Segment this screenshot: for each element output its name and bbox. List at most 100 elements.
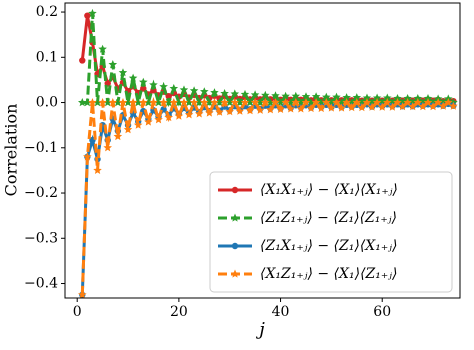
marker [332,92,341,101]
marker [200,87,209,96]
marker [230,269,240,278]
marker [301,98,311,107]
marker [388,102,397,111]
marker [78,98,87,107]
marker [261,98,270,107]
marker [215,107,224,116]
marker [220,89,229,98]
marker [342,93,351,102]
marker [78,290,87,299]
x-tick-label: 40 [272,304,290,320]
marker [215,98,224,107]
marker [367,102,377,111]
marker [149,80,158,89]
marker [159,82,168,91]
marker [408,102,417,111]
marker [423,98,433,107]
marker [123,98,133,107]
marker [327,103,336,112]
marker [113,98,123,107]
marker [372,98,382,107]
marker [231,242,239,250]
marker [393,98,402,107]
y-axis-label: Correlation [2,104,21,197]
marker [266,105,275,114]
legend-label: ⟨Z₁Z₁₊ⱼ⟩ − ⟨Z₁⟩⟨Z₁₊ⱼ⟩ [260,210,397,226]
marker [164,98,173,107]
marker [347,103,356,112]
marker [103,98,112,107]
marker [235,106,245,115]
marker [240,89,250,98]
marker [165,93,172,100]
marker [449,101,458,110]
x-tick-label: 20 [170,304,188,320]
marker [342,98,351,107]
marker [230,89,240,98]
marker [184,98,194,107]
marker [261,90,270,99]
marker [139,77,148,86]
marker [383,93,392,102]
marker [133,98,143,107]
marker [194,98,204,107]
marker [164,113,173,122]
marker [418,102,428,111]
marker [189,86,199,95]
marker [255,105,265,114]
marker [133,120,143,129]
marker [159,98,168,107]
marker [108,60,118,69]
marker [398,102,407,111]
marker [276,104,285,113]
marker [403,94,412,103]
marker [200,98,209,107]
legend-label: ⟨Z₁X₁₊ⱼ⟩ − ⟨Z₁⟩⟨X₁₊ⱼ⟩ [260,238,397,254]
marker [311,92,321,101]
y-tick-label: 0.0 [36,95,58,111]
x-tick-label: 0 [73,304,82,320]
marker [281,98,290,107]
marker [118,98,128,107]
marker [337,103,346,112]
x-tick-label: 60 [373,304,391,320]
marker [255,98,265,107]
legend-label: ⟨X₁X₁₊ⱼ⟩ − ⟨X₁⟩⟨X₁₊ⱼ⟩ [260,182,398,198]
marker [149,98,158,107]
x-axis-label: j [255,319,265,340]
plot-frame [64,2,461,299]
marker [235,98,245,107]
marker [205,108,214,117]
marker [174,98,184,107]
marker [98,98,107,107]
marker [83,98,92,107]
marker [154,98,163,107]
marker [84,12,91,19]
marker [291,91,301,100]
marker [231,186,239,194]
marker [230,213,240,222]
marker [118,68,128,77]
marker [413,98,423,107]
marker [93,165,102,174]
marker [88,98,97,107]
legend: ⟨X₁X₁₊ⱼ⟩ − ⟨X₁⟩⟨X₁₊ⱼ⟩ ⟨Z₁Z₁₊ⱼ⟩ − ⟨Z₁⟩⟨Z₁₊… [209,171,453,293]
marker [225,98,234,107]
marker [113,132,123,141]
marker [210,98,219,107]
marker [332,98,341,107]
marker [194,109,204,118]
marker [322,92,331,101]
marker [250,98,260,107]
marker [144,98,153,107]
marker [291,98,301,107]
y-tick-label: 0.2 [36,4,58,20]
marker [306,103,316,113]
marker [372,93,382,102]
marker [271,98,280,107]
marker [271,91,280,100]
marker [93,98,102,107]
marker [184,110,194,119]
marker [205,98,214,107]
